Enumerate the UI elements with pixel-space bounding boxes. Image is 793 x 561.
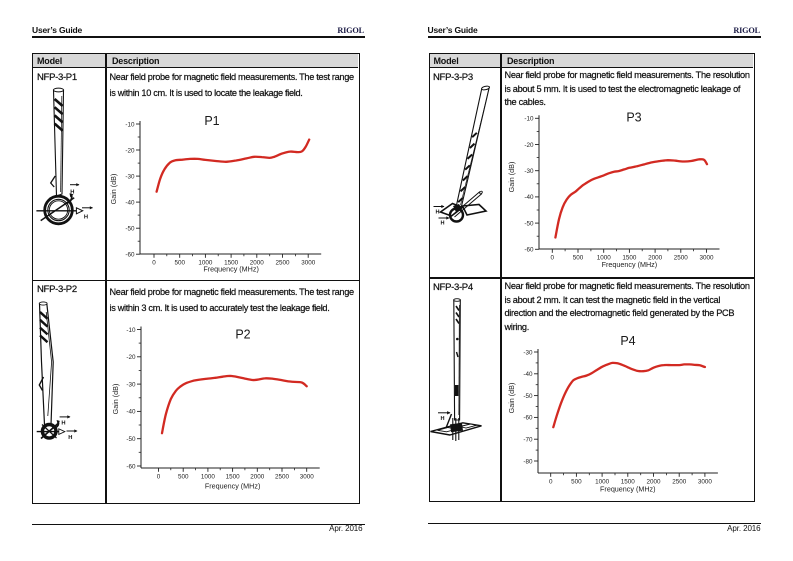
svg-text:-70: -70	[523, 437, 533, 444]
svg-text:500: 500	[178, 474, 189, 481]
svg-text:P1: P1	[204, 114, 219, 128]
svg-text:2000: 2000	[250, 474, 265, 481]
svg-text:-80: -80	[523, 458, 533, 465]
svg-text:-40: -40	[125, 199, 135, 206]
svg-text:2500: 2500	[275, 260, 290, 267]
svg-text:H: H	[440, 416, 444, 422]
svg-text:Frequency (MHz): Frequency (MHz)	[205, 482, 261, 491]
svg-text:H: H	[435, 210, 439, 216]
svg-text:Frequency (MHz): Frequency (MHz)	[602, 260, 658, 269]
svg-text:0: 0	[152, 260, 156, 267]
svg-text:500: 500	[573, 255, 584, 262]
svg-text:H: H	[61, 421, 65, 427]
svg-text:Frequency (MHz): Frequency (MHz)	[600, 485, 656, 494]
svg-text:-30: -30	[125, 173, 135, 180]
svg-text:1000: 1000	[198, 260, 213, 267]
svg-text:500: 500	[174, 260, 185, 267]
svg-text:1000: 1000	[597, 255, 612, 262]
svg-text:1500: 1500	[622, 255, 637, 262]
svg-text:H: H	[84, 215, 88, 221]
svg-text:-60: -60	[523, 415, 533, 422]
svg-text:-40: -40	[126, 409, 136, 416]
svg-text:-40: -40	[523, 371, 533, 378]
svg-text:-60: -60	[524, 247, 534, 254]
svg-text:2500: 2500	[674, 255, 689, 262]
svg-text:1000: 1000	[201, 474, 216, 481]
svg-text:0: 0	[549, 479, 553, 486]
svg-text:Gain (dB): Gain (dB)	[507, 162, 516, 193]
svg-text:Frequency (MHz): Frequency (MHz)	[203, 265, 259, 274]
svg-text:2500: 2500	[275, 474, 290, 481]
svg-text:1500: 1500	[224, 260, 239, 267]
svg-text:-60: -60	[125, 252, 135, 259]
svg-text:-20: -20	[524, 142, 534, 149]
svg-text:-30: -30	[523, 349, 533, 356]
svg-text:3000: 3000	[300, 474, 315, 481]
svg-text:-10: -10	[524, 116, 534, 123]
svg-text:1500: 1500	[621, 479, 636, 486]
svg-text:-40: -40	[524, 194, 534, 201]
svg-text:2500: 2500	[672, 479, 687, 486]
svg-text:-50: -50	[125, 226, 135, 233]
svg-text:Gain (dB): Gain (dB)	[507, 383, 516, 414]
svg-text:-30: -30	[126, 381, 136, 388]
svg-text:-50: -50	[126, 436, 136, 443]
svg-text:0: 0	[157, 474, 161, 481]
svg-text:2000: 2000	[646, 479, 661, 486]
svg-text:H: H	[440, 221, 444, 227]
svg-text:-10: -10	[126, 327, 136, 334]
svg-text:3000: 3000	[699, 255, 714, 262]
svg-text:3000: 3000	[698, 479, 713, 486]
svg-text:P3: P3	[626, 111, 641, 125]
svg-text:1000: 1000	[595, 479, 610, 486]
svg-text:2000: 2000	[250, 260, 265, 267]
svg-text:P4: P4	[620, 334, 635, 348]
svg-text:H: H	[68, 435, 72, 441]
svg-text:-30: -30	[524, 168, 534, 175]
svg-text:Gain (dB): Gain (dB)	[111, 384, 120, 415]
svg-text:3000: 3000	[301, 260, 316, 267]
svg-text:0: 0	[551, 255, 555, 262]
svg-text:500: 500	[571, 479, 582, 486]
svg-text:-10: -10	[125, 121, 135, 128]
svg-text:2000: 2000	[648, 255, 663, 262]
svg-text:-50: -50	[524, 220, 534, 227]
svg-text:-20: -20	[125, 147, 135, 154]
svg-text:P2: P2	[235, 328, 250, 342]
svg-text:-50: -50	[523, 393, 533, 400]
svg-text:-60: -60	[126, 463, 136, 470]
svg-text:H: H	[70, 190, 74, 196]
svg-text:1500: 1500	[226, 474, 241, 481]
svg-text:Gain (dB): Gain (dB)	[109, 174, 118, 205]
svg-text:-20: -20	[126, 354, 136, 361]
